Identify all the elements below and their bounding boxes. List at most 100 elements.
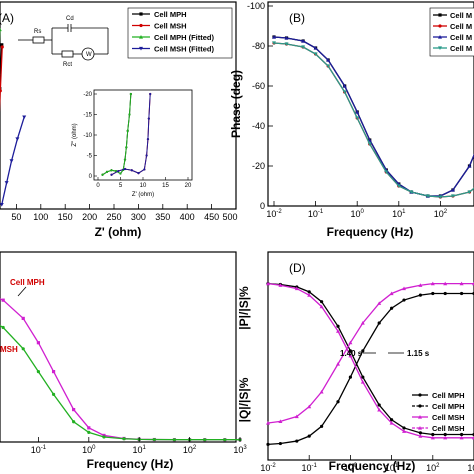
inset-point	[123, 167, 127, 171]
series-line-cell-mph	[267, 292, 474, 446]
data-point	[430, 281, 435, 286]
legend-label: Cell MSH	[154, 22, 187, 31]
legend-label: Cell M	[450, 11, 472, 20]
inset-point	[110, 169, 113, 172]
data-point	[72, 420, 76, 424]
inset-x-axis-label: Z' (ohm)	[132, 192, 154, 198]
data-point	[396, 184, 401, 188]
series-line-cell-msh	[0, 46, 3, 113]
inset-point	[143, 168, 146, 171]
inset-x-tick-label: 0	[96, 183, 100, 189]
data-point	[355, 116, 360, 120]
inset-y-axis-label: Z'' (ohm)	[72, 123, 78, 146]
data-point	[319, 389, 324, 394]
panel-b-plot-frame	[267, 1, 474, 207]
inset-y-ticks: 0 -5 -10 -15 -20	[83, 92, 97, 180]
panel-d-plot-frame	[267, 251, 474, 461]
data-point	[0, 43, 4, 47]
x-tick-label: 100	[344, 463, 358, 473]
data-point	[21, 316, 25, 320]
legend-marker	[438, 13, 442, 17]
data-point	[284, 36, 289, 40]
data-point	[22, 115, 27, 120]
inset-point	[101, 173, 104, 176]
panel-b-x-axis-label: Frequency (Hz)	[327, 225, 414, 239]
inset-point	[119, 172, 122, 175]
x-tick-label: 103	[467, 463, 474, 473]
data-point	[102, 435, 106, 439]
inset-point	[147, 117, 150, 120]
inset-y-tick-label: 0	[89, 174, 93, 180]
inset-x-tick-label: 5	[119, 183, 123, 189]
data-point	[21, 347, 25, 351]
data-point	[203, 438, 207, 442]
inset-point	[123, 158, 127, 161]
x-tick-label: 103	[233, 445, 247, 455]
x-tick-label: 101	[133, 445, 147, 455]
x-tick-label: 102	[434, 209, 448, 219]
data-point	[418, 431, 422, 435]
x-tick-label: 101	[392, 209, 406, 219]
data-point	[0, 203, 4, 207]
inset-y-tick-label: -20	[83, 92, 92, 98]
data-point	[418, 283, 423, 287]
data-point	[389, 421, 394, 425]
x-tick-label: 200	[82, 212, 97, 222]
inset-series	[101, 92, 152, 176]
data-point	[9, 159, 14, 163]
legend-marker	[438, 24, 442, 28]
inset-line-cell-msh-fitted-	[111, 93, 151, 176]
data-point	[0, 27, 2, 32]
data-point	[1, 325, 5, 330]
x-tick-label: 10-1	[308, 209, 324, 219]
legend-label: Cell MSH	[432, 413, 465, 422]
panel-a-plot-frame	[0, 1, 237, 210]
data-point	[402, 429, 407, 433]
data-point	[348, 375, 352, 379]
data-point	[430, 435, 435, 440]
panel-d-annotation-right: 1.15 s	[407, 349, 430, 358]
x-tick-label: 450	[204, 212, 219, 222]
data-point	[335, 329, 340, 333]
data-point	[266, 442, 270, 446]
x-tick-label: 101	[385, 463, 399, 473]
panel-d-y-axis-label-top: |P|/|S|%	[237, 286, 251, 330]
data-point	[326, 58, 331, 62]
inset-point	[126, 129, 129, 132]
data-point	[278, 283, 283, 287]
panel-c-annotation-msh: MSH	[0, 345, 18, 354]
x-tick-label: 102	[426, 463, 440, 473]
data-point	[390, 306, 394, 310]
data-point	[443, 291, 447, 296]
legend-label: Cell MPH	[432, 391, 465, 400]
inset-y-tick-label: -15	[83, 113, 92, 119]
series-line-cell-mph-fitted-	[273, 36, 474, 197]
data-point	[467, 190, 472, 194]
data-point	[266, 281, 270, 286]
x-tick-label: 50	[11, 212, 21, 222]
data-point	[336, 324, 340, 328]
legend-label: Cell M	[450, 33, 472, 42]
circuit-label-w: W	[86, 52, 92, 58]
data-point	[431, 291, 435, 296]
x-tick-label: 10-1	[31, 445, 47, 455]
x-tick-label: 400	[180, 212, 195, 222]
data-point	[418, 293, 422, 297]
y-tick-label: -60	[252, 81, 265, 91]
inset-point	[110, 173, 113, 176]
data-point	[87, 426, 91, 430]
panel-a-legend: Cell MPH Cell MSH Cell MPH (Fitted) Cell MS…	[127, 7, 233, 59]
legend-marker	[438, 35, 442, 39]
x-tick-label: 100	[33, 212, 48, 222]
inset-point	[145, 154, 148, 157]
data-point	[313, 52, 318, 56]
legend-label: Cell MPH (Fitted)	[154, 33, 214, 42]
data-point	[51, 392, 56, 396]
x-tick-label: 150	[58, 212, 73, 222]
panel-b-legend: Cell M Cell M Cell M Cell M	[429, 7, 474, 57]
series-line-cell-msh	[0, 324, 240, 441]
panel-d-x-axis-ticks: 10-2 10-1 100 101 102 103	[260, 455, 474, 473]
